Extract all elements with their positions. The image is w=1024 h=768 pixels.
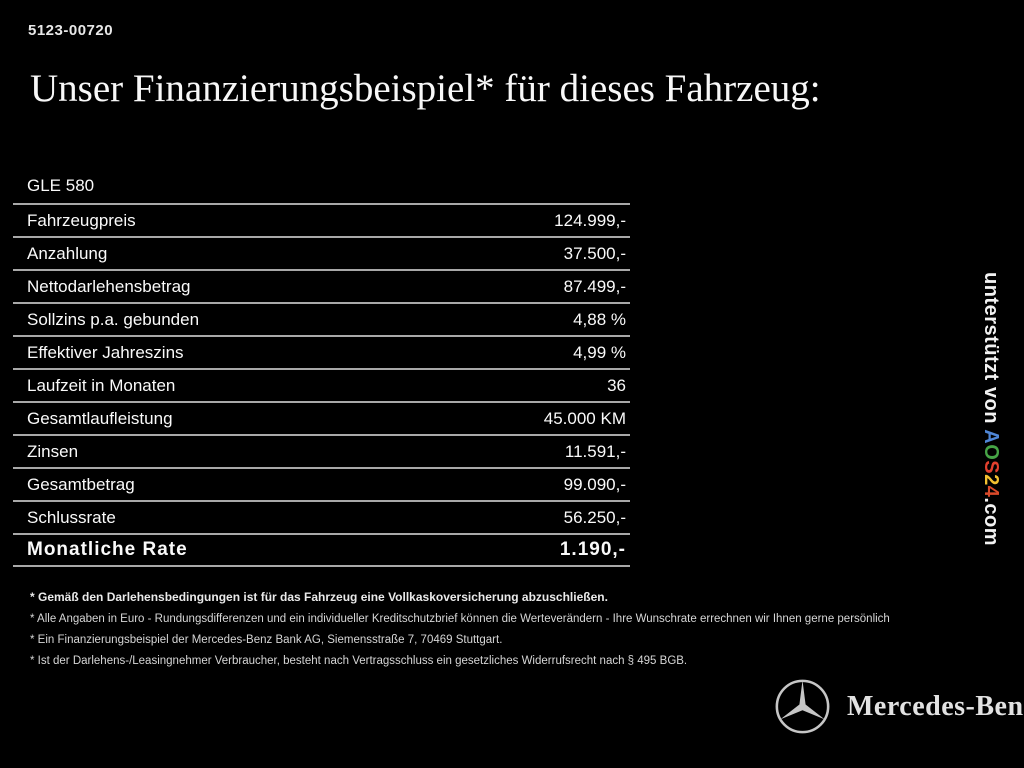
row-value: 11.591,-	[564, 441, 626, 461]
row-value: 36	[607, 375, 626, 395]
row-label: Sollzins p.a. gebunden	[27, 309, 200, 329]
footnote: * Ist der Darlehens-/Leasingnehmer Verbr…	[30, 655, 688, 667]
row-label: Gesamtbetrag	[27, 474, 135, 494]
row-label: Gesamtlaufleistung	[27, 408, 173, 428]
brand-letter: 2	[980, 474, 1002, 486]
footer-brand: Mercedes-Benz	[774, 678, 1024, 735]
table-row: Gesamtbetrag 99.090,-	[13, 467, 630, 500]
row-label: Monatliche Rate	[27, 539, 188, 560]
table-row-monthly-rate: Monatliche Rate 1.190,-	[13, 533, 630, 567]
page-title: Unser Finanzierungsbeispiel* für dieses …	[30, 67, 821, 110]
row-value: 124.999,-	[554, 210, 626, 230]
row-label: Effektiver Jahreszins	[27, 342, 184, 362]
mercedes-benz-wordmark: Mercedes-Benz	[847, 690, 1024, 722]
row-label: Zinsen	[27, 441, 79, 461]
table-row: Schlussrate 56.250,-	[13, 500, 630, 533]
row-value: 45.000 KM	[543, 408, 626, 428]
vehicle-model-label: GLE 580	[27, 176, 95, 195]
document-number: 5123-00720	[28, 22, 114, 39]
row-label: Fahrzeugpreis	[27, 210, 136, 230]
footnote: * Alle Angaben in Euro - Rundungsdiffere…	[30, 613, 890, 625]
table-row: Sollzins p.a. gebunden 4,88 %	[13, 302, 630, 335]
row-value: 4,88 %	[573, 309, 626, 329]
table-row: Fahrzeugpreis 124.999,-	[13, 203, 630, 236]
row-label: Schlussrate	[27, 507, 116, 527]
row-value: 37.500,-	[563, 243, 626, 263]
financing-table: GLE 580 Fahrzeugpreis 124.999,- Anzahlun…	[13, 174, 630, 567]
row-label: Anzahlung	[27, 243, 108, 263]
row-value: 56.250,-	[563, 507, 626, 527]
brand-letter: S	[980, 460, 1002, 475]
supported-by-credit: unterstützt von AOS24.com	[979, 272, 1002, 546]
table-row: Laufzeit in Monaten 36	[13, 368, 630, 401]
row-label: Nettodarlehensbetrag	[27, 276, 191, 296]
table-row: Anzahlung 37.500,-	[13, 236, 630, 269]
table-row: Gesamtlaufleistung 45.000 KM	[13, 401, 630, 434]
table-row: Nettodarlehensbetrag 87.499,-	[13, 269, 630, 302]
row-label: Laufzeit in Monaten	[27, 375, 176, 395]
brand-letter: O	[980, 444, 1002, 461]
row-value: 87.499,-	[563, 276, 626, 296]
mercedes-star-icon	[775, 679, 830, 734]
footnote: * Gemäß den Darlehensbedingungen ist für…	[30, 590, 608, 604]
table-row: Effektiver Jahreszins 4,99 %	[13, 335, 630, 368]
footnote: * Ein Finanzierungsbeispiel der Mercedes…	[30, 634, 503, 646]
row-value: 99.090,-	[563, 474, 626, 494]
credit-suffix: .com	[980, 497, 1002, 547]
brand-letter: 4	[980, 485, 1002, 498]
footnotes: * Gemäß den Darlehensbedingungen ist für…	[30, 590, 990, 676]
table-row: Zinsen 11.591,-	[13, 434, 630, 467]
row-value: 1.190,-	[559, 539, 626, 560]
row-value: 4,99 %	[573, 342, 626, 362]
brand-letter: A	[980, 429, 1002, 445]
credit-prefix: unterstützt von	[980, 272, 1002, 430]
